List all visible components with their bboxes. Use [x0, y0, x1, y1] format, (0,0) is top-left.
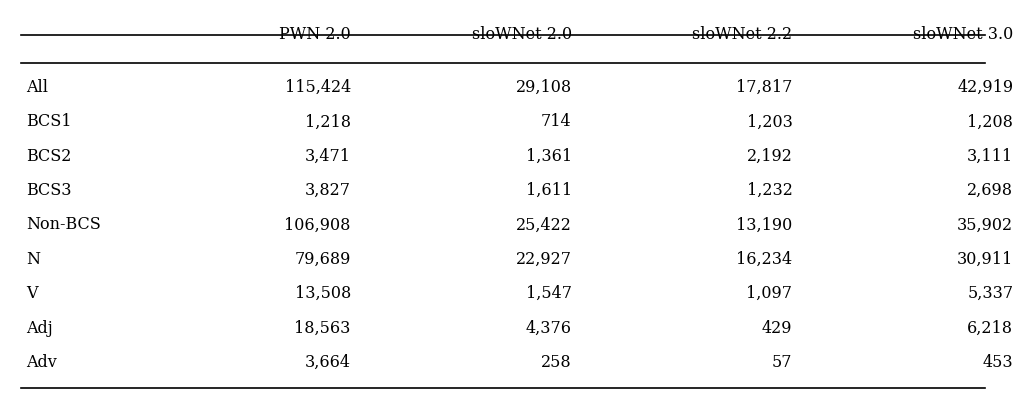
Text: 115,424: 115,424: [285, 79, 350, 96]
Text: 22,927: 22,927: [516, 251, 571, 268]
Text: 29,108: 29,108: [516, 79, 571, 96]
Text: N: N: [26, 251, 41, 268]
Text: 3,111: 3,111: [967, 148, 1013, 165]
Text: 3,827: 3,827: [305, 182, 350, 199]
Text: 3,471: 3,471: [305, 148, 350, 165]
Text: 1,203: 1,203: [747, 113, 792, 130]
Text: Adv: Adv: [26, 354, 58, 371]
Text: 1,208: 1,208: [967, 113, 1013, 130]
Text: V: V: [26, 285, 37, 302]
Text: PWN 2.0: PWN 2.0: [279, 26, 350, 43]
Text: 30,911: 30,911: [957, 251, 1013, 268]
Text: BCS2: BCS2: [26, 148, 72, 165]
Text: sloWNet 2.0: sloWNet 2.0: [471, 26, 571, 43]
Text: 1,218: 1,218: [305, 113, 350, 130]
Text: 6,218: 6,218: [967, 320, 1013, 336]
Text: 714: 714: [541, 113, 571, 130]
Text: sloWNet 3.0: sloWNet 3.0: [913, 26, 1013, 43]
Text: 1,361: 1,361: [526, 148, 571, 165]
Text: BCS3: BCS3: [26, 182, 72, 199]
Text: 13,508: 13,508: [295, 285, 350, 302]
Text: All: All: [26, 79, 49, 96]
Text: 13,190: 13,190: [736, 217, 792, 233]
Text: 17,817: 17,817: [736, 79, 792, 96]
Text: 16,234: 16,234: [736, 251, 792, 268]
Text: 2,698: 2,698: [967, 182, 1013, 199]
Text: 2,192: 2,192: [747, 148, 792, 165]
Text: 5,337: 5,337: [967, 285, 1013, 302]
Text: 1,547: 1,547: [526, 285, 571, 302]
Text: 57: 57: [772, 354, 792, 371]
Text: 18,563: 18,563: [295, 320, 350, 336]
Text: 1,097: 1,097: [747, 285, 792, 302]
Text: 429: 429: [762, 320, 792, 336]
Text: 35,902: 35,902: [957, 217, 1013, 233]
Text: 4,376: 4,376: [526, 320, 571, 336]
Text: 258: 258: [541, 354, 571, 371]
Text: 1,611: 1,611: [526, 182, 571, 199]
Text: 25,422: 25,422: [516, 217, 571, 233]
Text: 453: 453: [983, 354, 1013, 371]
Text: 79,689: 79,689: [295, 251, 350, 268]
Text: 42,919: 42,919: [957, 79, 1013, 96]
Text: 106,908: 106,908: [285, 217, 350, 233]
Text: BCS1: BCS1: [26, 113, 72, 130]
Text: 3,664: 3,664: [305, 354, 350, 371]
Text: 1,232: 1,232: [747, 182, 792, 199]
Text: Adj: Adj: [26, 320, 54, 336]
Text: sloWNet 2.2: sloWNet 2.2: [692, 26, 792, 43]
Text: Non-BCS: Non-BCS: [26, 217, 101, 233]
